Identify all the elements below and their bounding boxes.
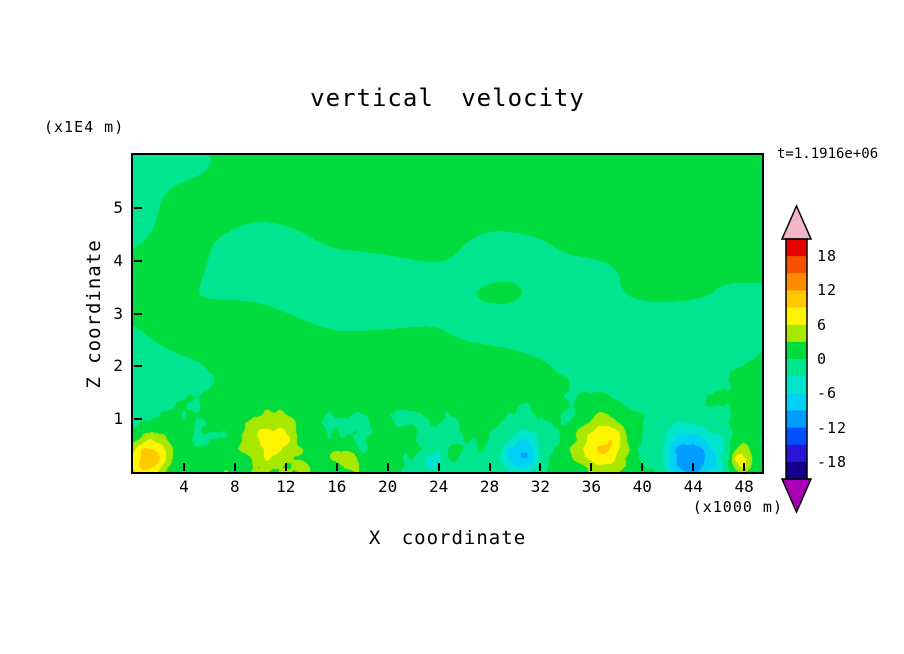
colorbar-tick-label: 0 <box>817 350 828 368</box>
x-tick-mark <box>335 463 338 471</box>
y-tick-mark <box>134 206 142 209</box>
y-tick-label: 3 <box>113 303 123 323</box>
x-tick-label: 44 <box>683 477 703 496</box>
x-tick-label: 24 <box>428 477 449 496</box>
x-tick-mark <box>233 463 236 471</box>
colorbar-segment <box>786 290 807 309</box>
x-tick-label: 28 <box>479 477 500 496</box>
colorbar-segment <box>786 256 807 274</box>
colorbar-segment <box>786 324 807 343</box>
chart-title: vertical velocity <box>310 84 585 112</box>
x-tick-label: 40 <box>632 477 652 496</box>
x-tick-mark <box>539 463 542 471</box>
x-tick-mark <box>437 463 440 471</box>
x-axis-units: (x1000 m) <box>692 498 783 516</box>
x-tick-mark <box>284 463 287 471</box>
y-axis-units: (x1E4 m) <box>44 118 125 136</box>
x-axis-label: X coordinate <box>368 527 527 549</box>
colorbar-segment <box>786 444 807 463</box>
x-tick-label: 4 <box>179 477 189 496</box>
colorbar-segment <box>786 273 807 292</box>
y-tick-mark <box>134 259 142 262</box>
y-tick-label: 1 <box>113 409 123 429</box>
x-tick-label: 12 <box>276 477 296 496</box>
x-tick-mark <box>692 463 695 471</box>
x-tick-mark <box>488 463 491 471</box>
x-tick-mark <box>182 463 185 471</box>
x-tick-label: 48 <box>734 477 754 496</box>
colorbar-segment <box>786 307 807 326</box>
x-tick-mark <box>641 463 644 471</box>
colorbar-under-arrow <box>780 478 813 514</box>
colorbar-segment <box>786 461 807 480</box>
contour-field-canvas <box>133 155 762 472</box>
colorbar-tick-label: -6 <box>817 384 838 403</box>
x-tick-label: 32 <box>530 477 551 496</box>
colorbar-tick-label: 6 <box>817 315 828 334</box>
y-tick-mark <box>134 418 142 421</box>
colorbar-tick-label: -18 <box>817 452 848 471</box>
y-tick-label: 5 <box>113 197 123 217</box>
colorbar-tick-label: 18 <box>817 247 838 266</box>
time-annotation: t=1.1916e+06 <box>777 146 879 162</box>
x-tick-label: 16 <box>327 477 347 496</box>
colorbar-segment <box>786 376 807 394</box>
colorbar-over-arrow <box>780 204 813 240</box>
x-tick-label: 20 <box>378 477 398 496</box>
colorbar-outline <box>785 238 808 480</box>
colorbar-segment <box>786 341 807 360</box>
colorbar-tick-label: -12 <box>817 418 848 437</box>
colorbar-segment <box>786 393 807 412</box>
x-tick-mark <box>743 463 746 471</box>
colorbar-tick-label: 12 <box>817 281 838 300</box>
colorbar-segment <box>786 359 807 377</box>
x-tick-mark <box>590 463 593 471</box>
colorbar <box>780 204 813 514</box>
y-tick-label: 2 <box>113 356 123 376</box>
colorbar-segment <box>786 239 807 257</box>
colorbar-segment <box>786 427 807 446</box>
x-tick-mark <box>386 463 389 471</box>
y-tick-mark <box>134 312 142 315</box>
x-tick-label: 36 <box>581 477 601 496</box>
y-tick-label: 4 <box>113 250 123 270</box>
y-tick-mark <box>134 365 142 368</box>
colorbar-segment <box>786 410 807 429</box>
x-tick-label: 8 <box>230 477 240 496</box>
